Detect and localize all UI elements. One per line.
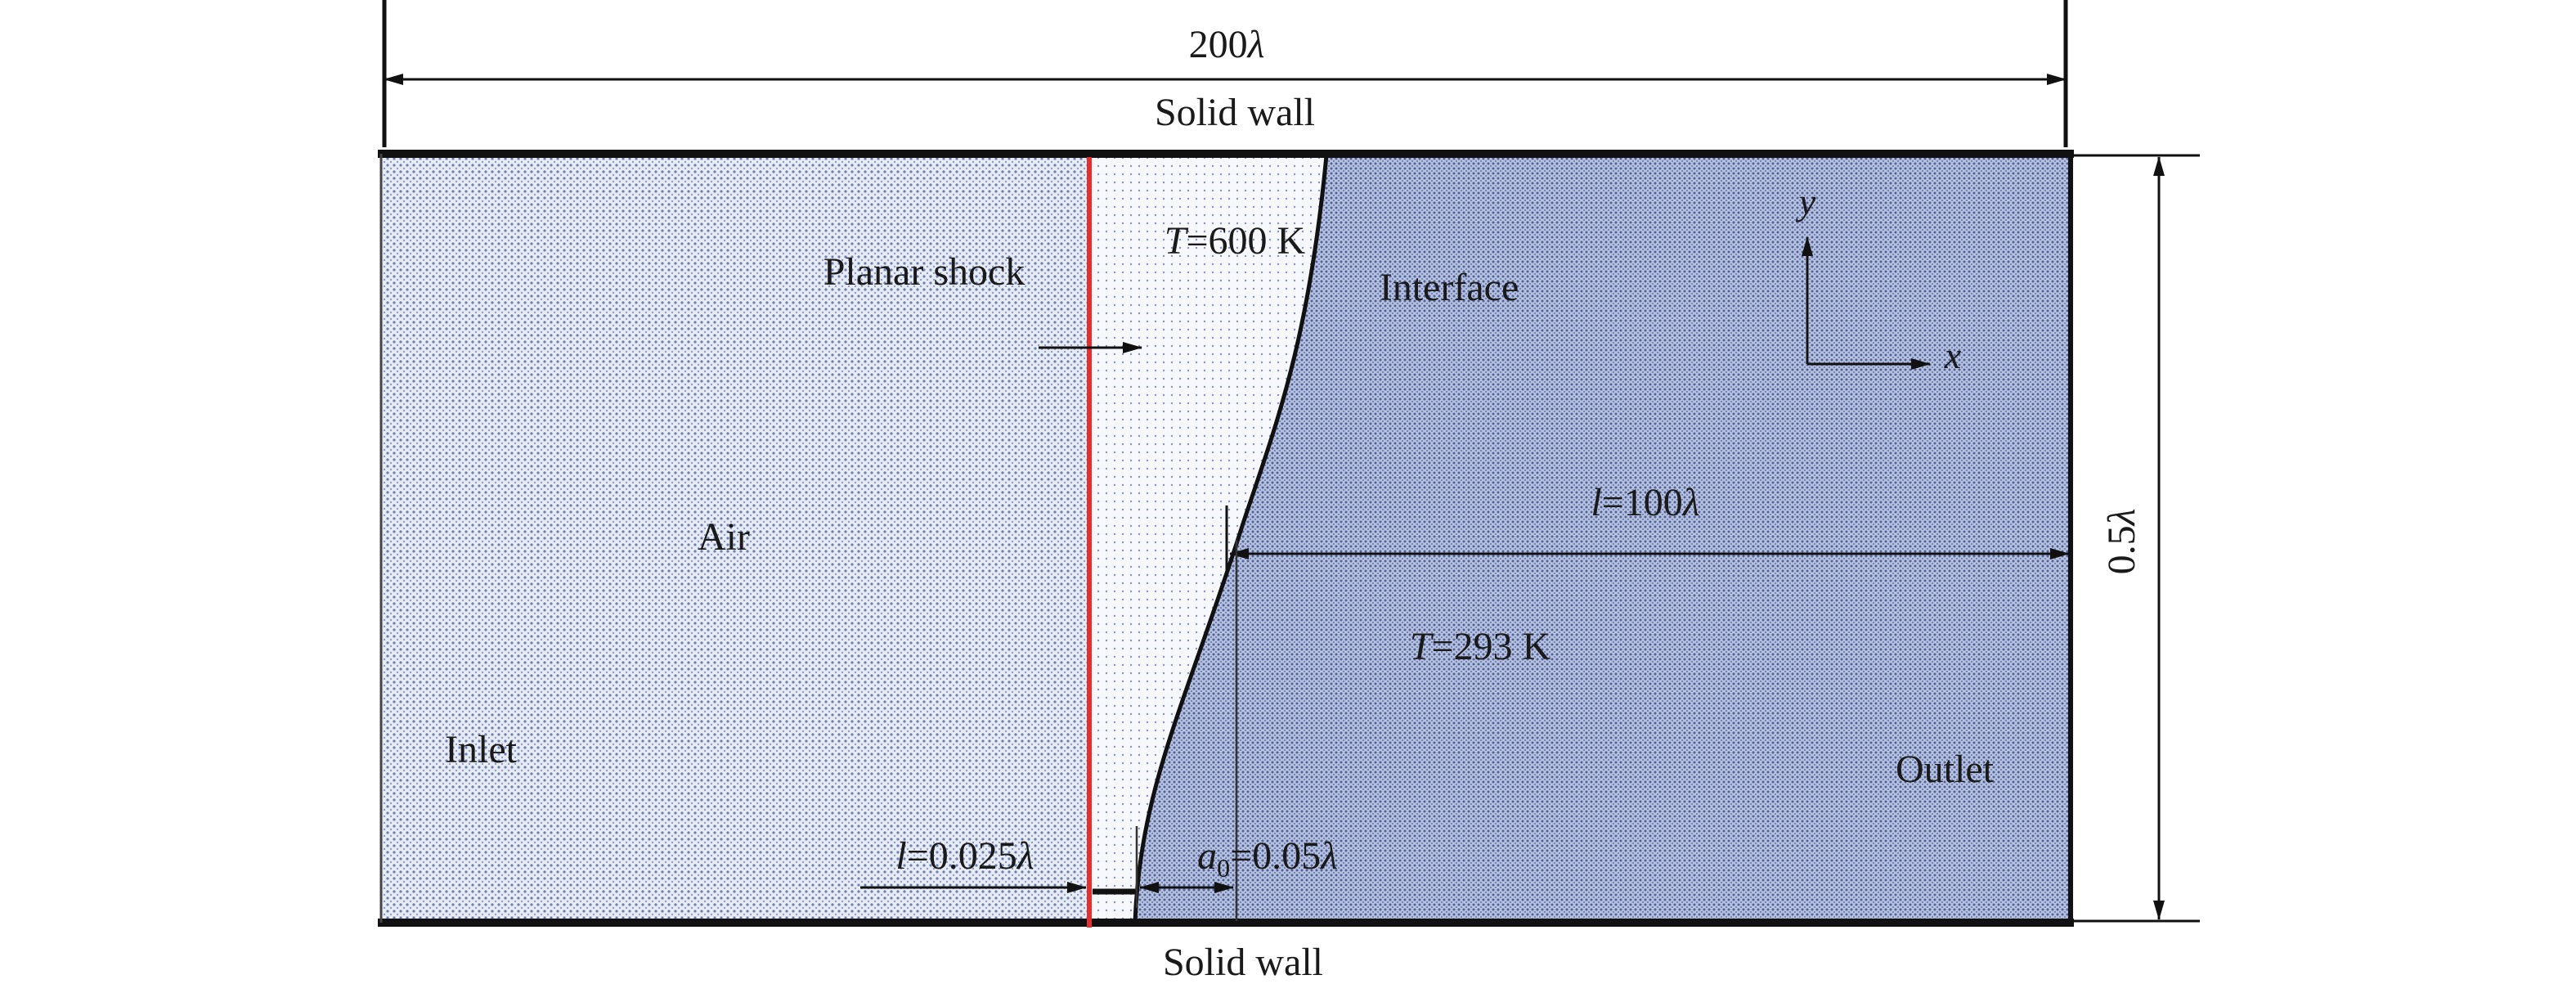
- gap-length-label: l=0.025λ: [895, 834, 1034, 878]
- interface-curve: [1133, 155, 1329, 922]
- interface-distance-label: l=100λ: [1591, 481, 1699, 524]
- bottom-wall-label: Solid wall: [1163, 941, 1323, 984]
- air-label: Air: [698, 515, 750, 559]
- x-axis-label: x: [1944, 335, 1962, 376]
- post-shock-temperature-label: T=600 K: [1165, 219, 1306, 263]
- inlet-label: Inlet: [445, 728, 518, 771]
- heavy-gas-region: [1135, 155, 2071, 921]
- domain-height-label: 0.5λ: [2100, 509, 2143, 575]
- amplitude-label: a0=0.05λ: [1197, 834, 1338, 883]
- outlet-label: Outlet: [1896, 748, 1995, 791]
- air-region: [381, 155, 1089, 921]
- top-wall-label: Solid wall: [1155, 91, 1315, 134]
- interface-label: Interface: [1380, 266, 1519, 309]
- planar-shock-label: Planar shock: [824, 250, 1025, 294]
- pre-shock-temperature-label: T=293 K: [1410, 625, 1551, 668]
- domain-length-label: 200λ: [1189, 23, 1265, 66]
- y-axis-label: y: [1796, 181, 1816, 222]
